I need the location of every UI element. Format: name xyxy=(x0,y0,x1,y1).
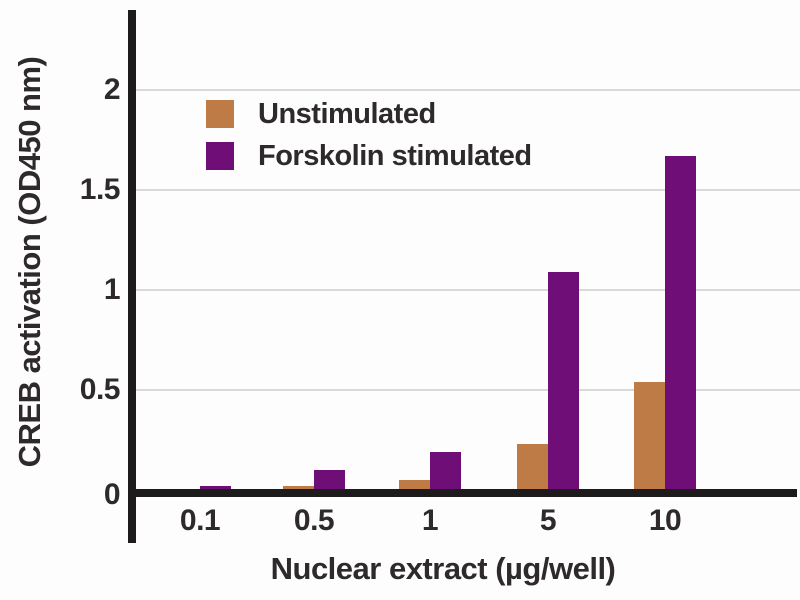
y-tick-label-2: 2 xyxy=(103,73,121,106)
x-tick-label-0.1: 0.1 xyxy=(179,504,221,537)
x-tick-label-0.5: 0.5 xyxy=(293,504,335,537)
legend-swatch-forskolin-stimulated-icon xyxy=(206,142,234,170)
bar-forskolin-stimulated-1 xyxy=(430,452,461,492)
bar-forskolin-stimulated-5 xyxy=(548,272,579,492)
legend-label-forskolin-stimulated: Forskolin stimulated xyxy=(258,139,532,172)
y-tick-label-1.5: 1.5 xyxy=(79,173,121,206)
bar-unstimulated-5 xyxy=(517,444,548,492)
y-tick-label-0.5: 0.5 xyxy=(79,373,121,406)
gridline-2 xyxy=(132,89,800,91)
bar-unstimulated-10 xyxy=(634,382,665,492)
x-axis-title: Nuclear extract (µg/well) xyxy=(270,551,616,586)
legend-swatch-unstimulated-icon xyxy=(206,100,234,128)
legend: Unstimulated Forskolin stimulated xyxy=(206,97,532,184)
gridline-1 xyxy=(132,289,800,291)
bar-forskolin-stimulated-0.5 xyxy=(314,470,345,492)
x-axis-line xyxy=(128,489,797,497)
x-tick-label-10: 10 xyxy=(648,504,682,537)
y-tick-label-0: 0 xyxy=(103,478,121,511)
y-tick-label-1: 1 xyxy=(103,273,121,306)
x-tick-label-1: 1 xyxy=(421,504,439,537)
gridline-1.5 xyxy=(132,189,800,191)
y-axis-line xyxy=(128,10,136,543)
gridline-0.5 xyxy=(132,389,800,391)
x-tick-label-5: 5 xyxy=(539,504,557,537)
legend-label-unstimulated: Unstimulated xyxy=(258,97,436,130)
legend-item-unstimulated: Unstimulated xyxy=(206,97,532,130)
legend-item-forskolin-stimulated: Forskolin stimulated xyxy=(206,139,532,172)
bar-forskolin-stimulated-10 xyxy=(665,156,696,492)
